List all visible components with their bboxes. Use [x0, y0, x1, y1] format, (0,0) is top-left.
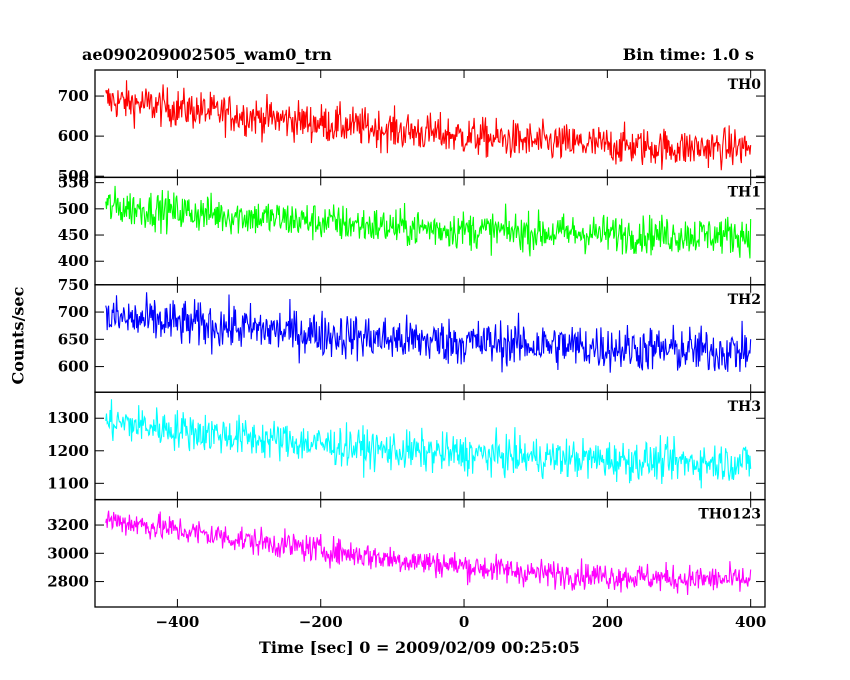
series-line-th0	[105, 80, 752, 171]
x-tick-label: 400	[735, 613, 766, 631]
y-tick-label: 500	[58, 167, 89, 185]
series-line-th2	[105, 292, 752, 373]
panel-label-th0123: TH0123	[698, 507, 761, 523]
y-tick-label: 400	[58, 252, 89, 270]
y-tick-label: 700	[58, 87, 89, 105]
y-tick-label: 600	[58, 358, 89, 376]
y-tick-label: 1300	[47, 409, 89, 427]
y-tick-label: 3200	[47, 516, 89, 534]
panel-label-th1: TH1	[728, 184, 761, 200]
series-line-th3	[105, 399, 752, 489]
bin-time-label: Bin time: 1.0 s	[622, 45, 754, 64]
y-tick-label: 2800	[47, 573, 89, 591]
y-tick-label: 700	[58, 303, 89, 321]
y-tick-label: 1100	[47, 474, 89, 492]
panel-label-th3: TH3	[728, 399, 761, 415]
y-tick-label: 650	[58, 330, 89, 348]
y-tick-label: 600	[58, 127, 89, 145]
x-tick-label: −400	[155, 613, 199, 631]
y-tick-label: 550	[58, 174, 89, 192]
y-tick-label: 450	[58, 226, 89, 244]
x-axis-label: Time [sec] 0 = 2009/02/09 00:25:05	[259, 638, 580, 657]
x-tick-label: 0	[459, 613, 469, 631]
series-line-th1	[105, 185, 752, 259]
panel-label-th0: TH0	[728, 77, 762, 93]
plot-title: ae090209002505_wam0_trn	[82, 45, 332, 64]
y-tick-label: 750	[58, 276, 89, 294]
series-line-th0123	[105, 510, 752, 596]
y-tick-label: 1200	[47, 442, 89, 460]
x-tick-label: −200	[299, 613, 343, 631]
y-tick-label: 3000	[47, 544, 89, 562]
panel-label-th2: TH2	[728, 292, 761, 308]
y-tick-label: 500	[58, 200, 89, 218]
x-tick-label: 200	[592, 613, 623, 631]
